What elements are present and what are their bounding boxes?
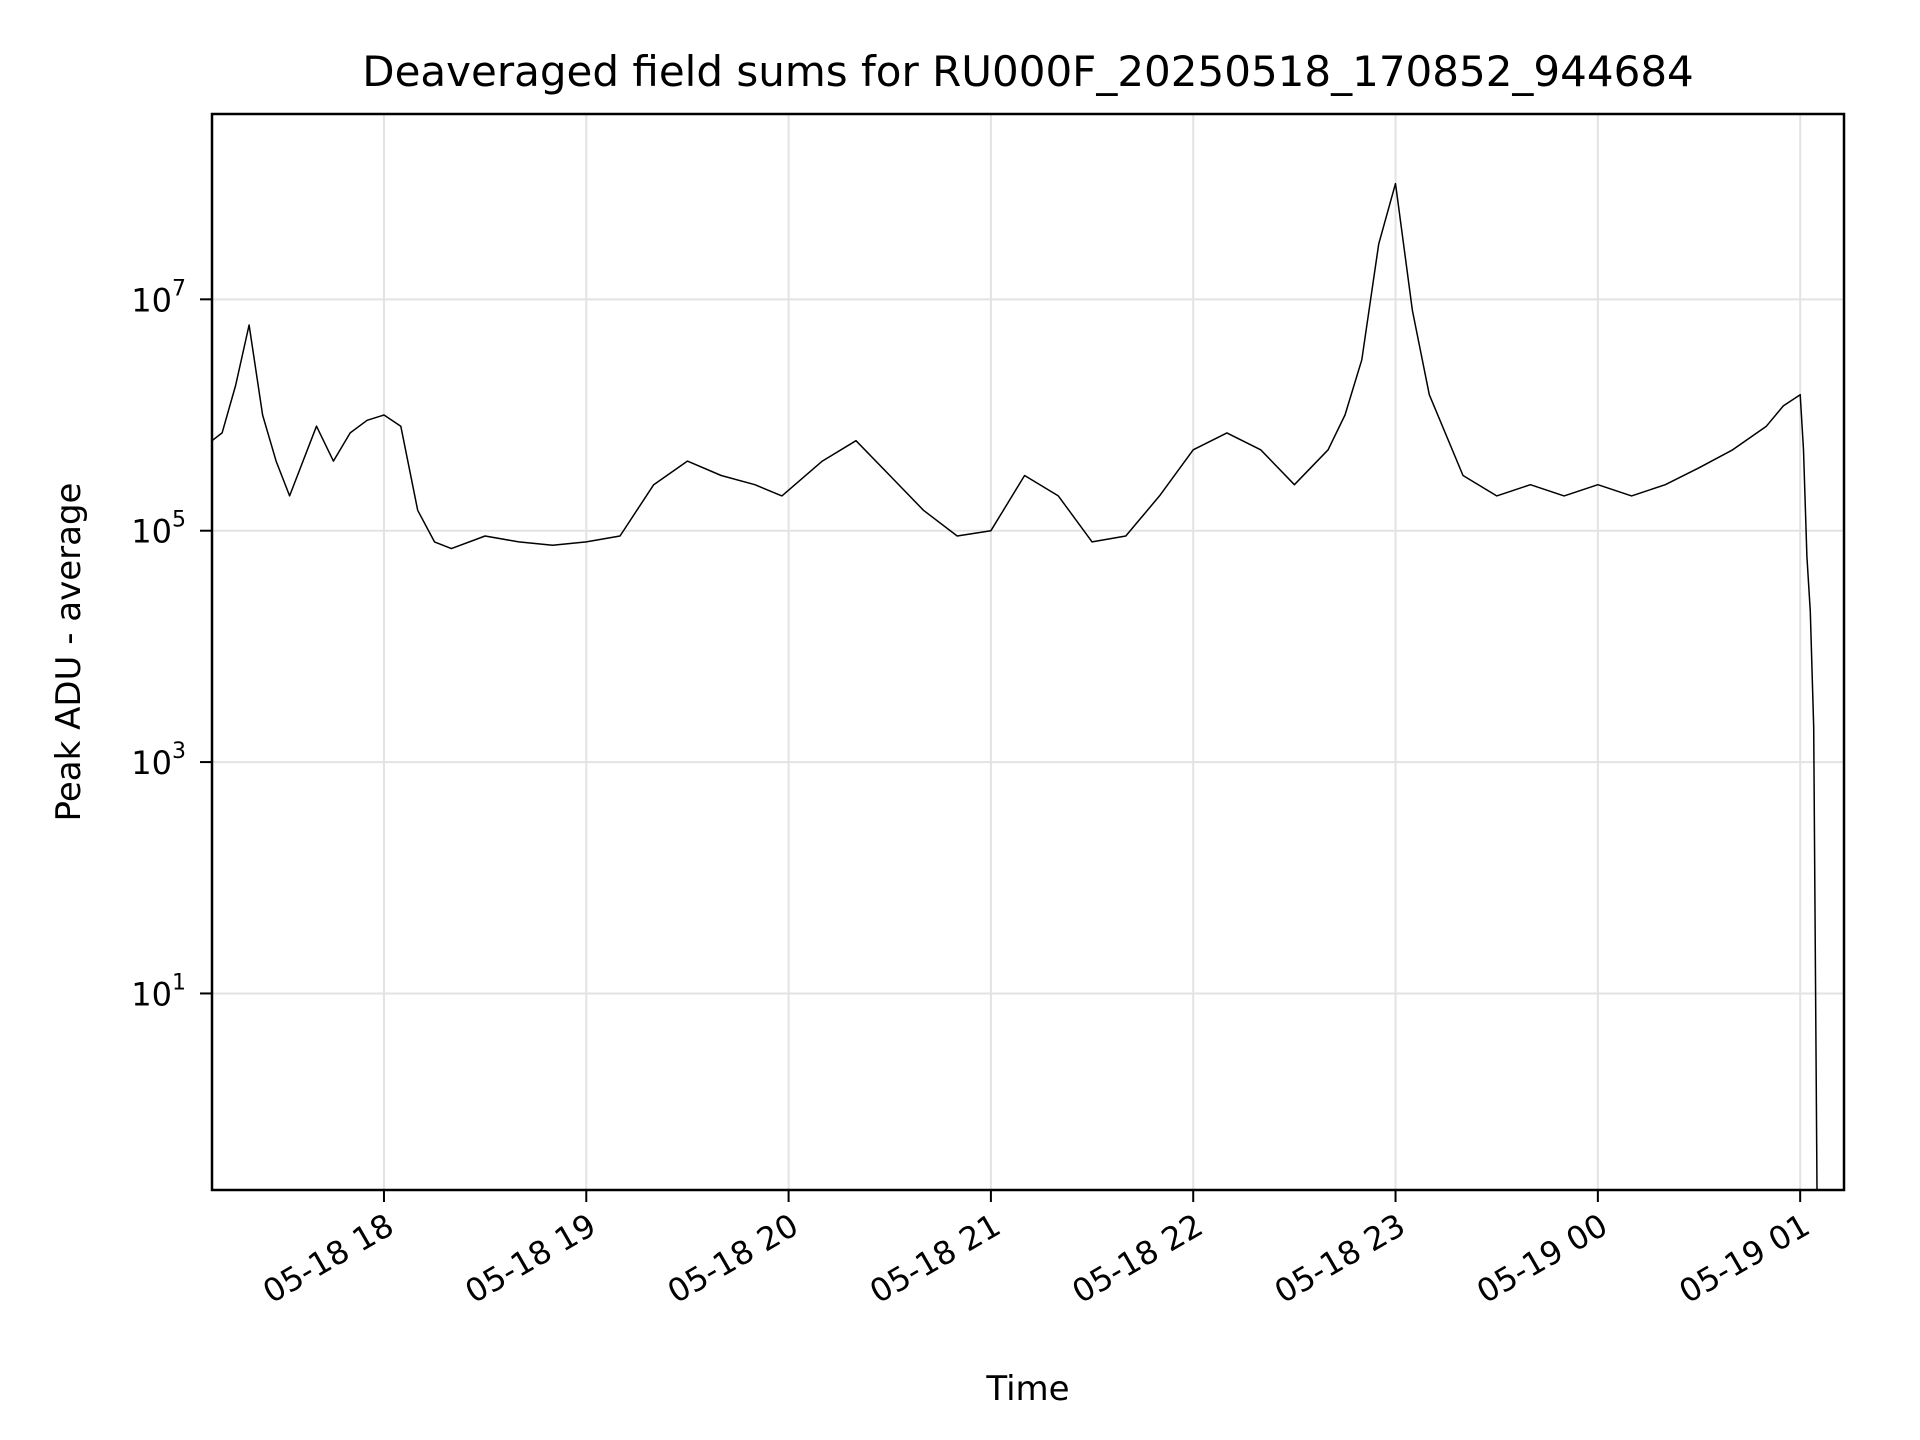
y-axis-label: Peak ADU - average [49, 483, 89, 822]
chart-title: Deaveraged field sums for RU000F_2025051… [362, 47, 1694, 96]
y-tick-label: 103 [131, 739, 186, 782]
series-line [211, 182, 1818, 1191]
grid [212, 114, 1844, 1190]
plot-frame [210, 112, 1846, 1192]
y-tick-label: 101 [131, 970, 186, 1013]
y-tick-label: 105 [131, 508, 186, 551]
x-axis-label: Time [985, 1369, 1069, 1409]
series-layer [211, 182, 1818, 1191]
y-tick-label: 107 [131, 276, 186, 319]
